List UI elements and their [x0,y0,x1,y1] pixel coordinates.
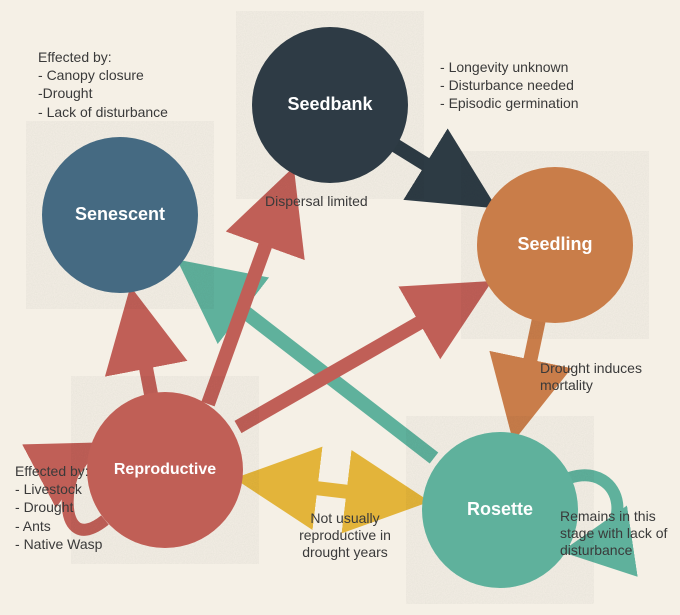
node-seedbank: Seedbank [252,27,408,183]
node-senescent: Senescent [42,137,198,293]
label-not-reproductive: Not usually reproductive in drought year… [280,510,410,560]
label-dispersal: Dispersal limited [265,193,405,210]
node-rosette-label: Rosette [467,499,533,519]
annot-senescent: Effected by: - Canopy closure -Drought -… [38,48,168,121]
edge-seedbank-seedling [393,144,485,201]
node-seedling: Seedling [477,167,633,323]
node-rosette: Rosette [422,432,578,588]
node-senescent-label: Senescent [75,204,165,224]
edge-reproductive-rosette [248,480,416,500]
label-drought: Drought induces mortality [540,360,680,394]
annot-reproductive-header: Effected by: [15,463,89,479]
label-remains: Remains in this stage with lack of distu… [560,508,680,558]
annot-senescent-header: Effected by: [38,49,112,65]
annot-reproductive: Effected by: - Livestock - Drought - Ant… [15,462,102,553]
annot-seedbank: - Longevity unknown - Disturbance needed… [440,58,579,113]
node-reproductive: Reproductive [87,392,243,548]
edge-reproductive-senescent [133,300,151,394]
node-seedling-label: Seedling [517,234,592,254]
edge-seedling-rosette [516,319,539,428]
node-reproductive-label: Reproductive [114,461,216,478]
node-seedbank-label: Seedbank [287,94,373,114]
